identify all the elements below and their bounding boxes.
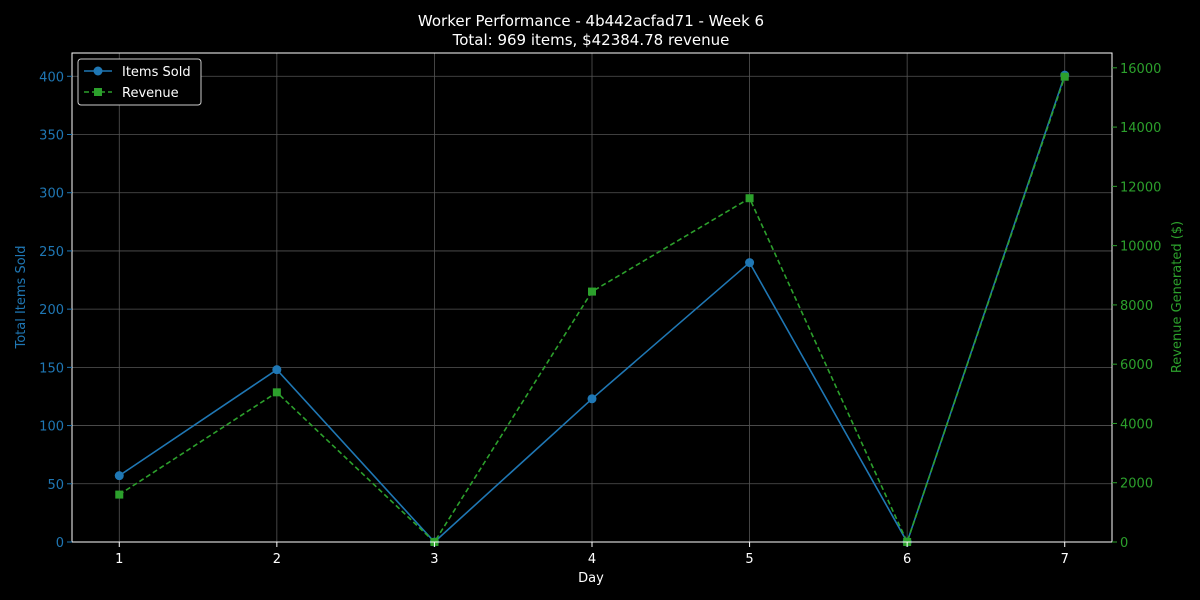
y-left-tick-label: 150 [39,361,64,376]
legend-label-items-sold: Items Sold [122,65,191,80]
chart-title: Worker Performance - 4b442acfad71 - Week… [418,12,764,30]
data-point-items-sold [272,365,282,375]
data-point-revenue [745,194,754,203]
legend: Items Sold Revenue [77,58,202,106]
data-point-revenue [115,490,124,499]
y-right-tick-label: 12000 [1120,180,1161,195]
legend-label-revenue: Revenue [122,86,179,101]
data-point-revenue [272,388,281,397]
y-right-tick-label: 10000 [1120,240,1161,255]
grid-layer [72,53,1112,543]
data-point-revenue [588,287,596,296]
x-tick-label: 3 [430,552,438,567]
y-axis-left-label: Total Items Sold [14,245,29,349]
y-right-tick-label: 4000 [1120,417,1153,432]
y-right-tick-label: 8000 [1120,299,1153,314]
y-right-tick-label: 2000 [1120,477,1153,492]
y-left-tick-label: 250 [39,245,64,260]
data-point-revenue [1060,72,1069,81]
y-right-tick-label: 6000 [1120,358,1153,373]
x-axis-label: Day [578,571,604,586]
data-point-items-sold [114,471,124,481]
y-left-tick-label: 300 [39,187,64,202]
data-point-items-sold [745,258,755,268]
y-left-tick-label: 200 [39,303,64,318]
y-left-tick-label: 0 [56,536,64,551]
chart-subtitle: Total: 969 items, $42384.78 revenue [452,31,730,49]
x-tick-label: 4 [588,552,596,567]
y-left-tick-label: 50 [47,478,64,493]
x-tick-label: 5 [745,552,753,567]
ticks-layer: 1 2 3 4 5 6 7050100150200250300350400020004000… [39,62,1161,567]
x-tick-label: 6 [903,552,911,567]
y-right-tick-label: 0 [1120,536,1128,551]
y-axis-right-label: Revenue Generated ($) [1170,221,1185,373]
legend-marker-items-sold [93,66,103,76]
y-left-tick-label: 400 [39,70,64,85]
data-point-items-sold [587,394,597,404]
x-tick-label: 2 [273,552,281,567]
y-left-tick-label: 100 [39,420,64,435]
y-right-tick-label: 16000 [1120,62,1161,77]
y-left-tick-label: 350 [39,129,64,144]
x-tick-label: 1 [115,552,123,567]
x-tick-label: 7 [1061,552,1069,567]
legend-marker-revenue [94,88,102,96]
y-right-tick-label: 14000 [1120,121,1161,136]
